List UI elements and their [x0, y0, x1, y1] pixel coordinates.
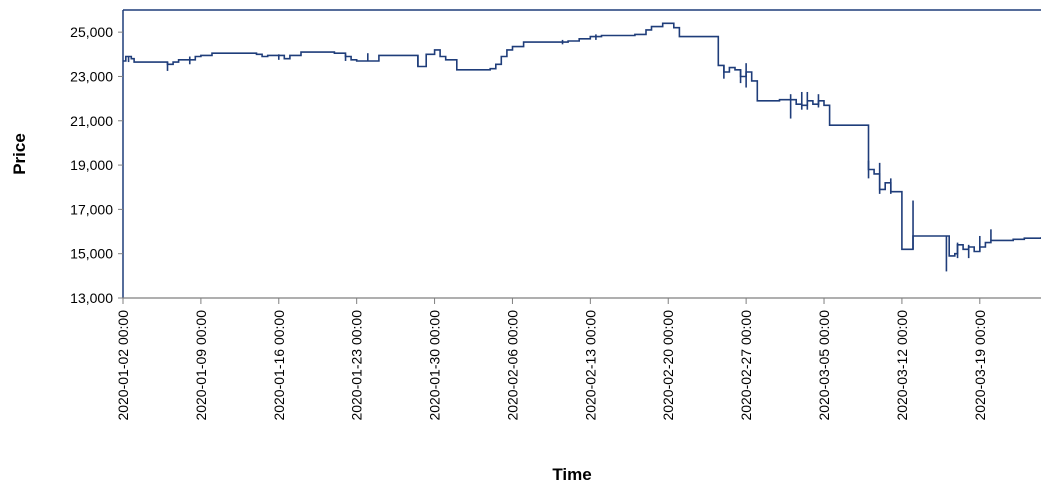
x-tick-label: 2020-03-19 00:00 [972, 310, 988, 421]
x-tick-label: 2020-02-20 00:00 [660, 310, 676, 421]
x-axis-title: Time [552, 465, 591, 484]
x-tick-label: 2020-01-23 00:00 [349, 310, 365, 421]
y-tick-label: 19,000 [70, 157, 113, 173]
y-tick-label: 13,000 [70, 290, 113, 306]
x-tick-label: 2020-01-09 00:00 [193, 310, 209, 421]
y-axis-title: Price [10, 133, 29, 175]
y-tick-label: 21,000 [70, 113, 113, 129]
price-series-line [123, 22, 1041, 257]
x-tick-label: 2020-02-27 00:00 [738, 310, 754, 421]
y-tick-label: 23,000 [70, 68, 113, 84]
x-tick-label: 2020-01-30 00:00 [427, 310, 443, 421]
x-tick-label: 2020-01-16 00:00 [271, 310, 287, 421]
x-tick-label: 2020-02-06 00:00 [504, 310, 520, 421]
y-tick-label: 25,000 [70, 24, 113, 40]
y-tick-label: 17,000 [70, 201, 113, 217]
y-tick-label: 15,000 [70, 246, 113, 262]
x-tick-label: 2020-03-12 00:00 [894, 310, 910, 421]
x-tick-label: 2020-02-13 00:00 [582, 310, 598, 421]
x-tick-label: 2020-01-02 00:00 [115, 310, 131, 421]
x-tick-label: 2020-03-05 00:00 [816, 310, 832, 421]
